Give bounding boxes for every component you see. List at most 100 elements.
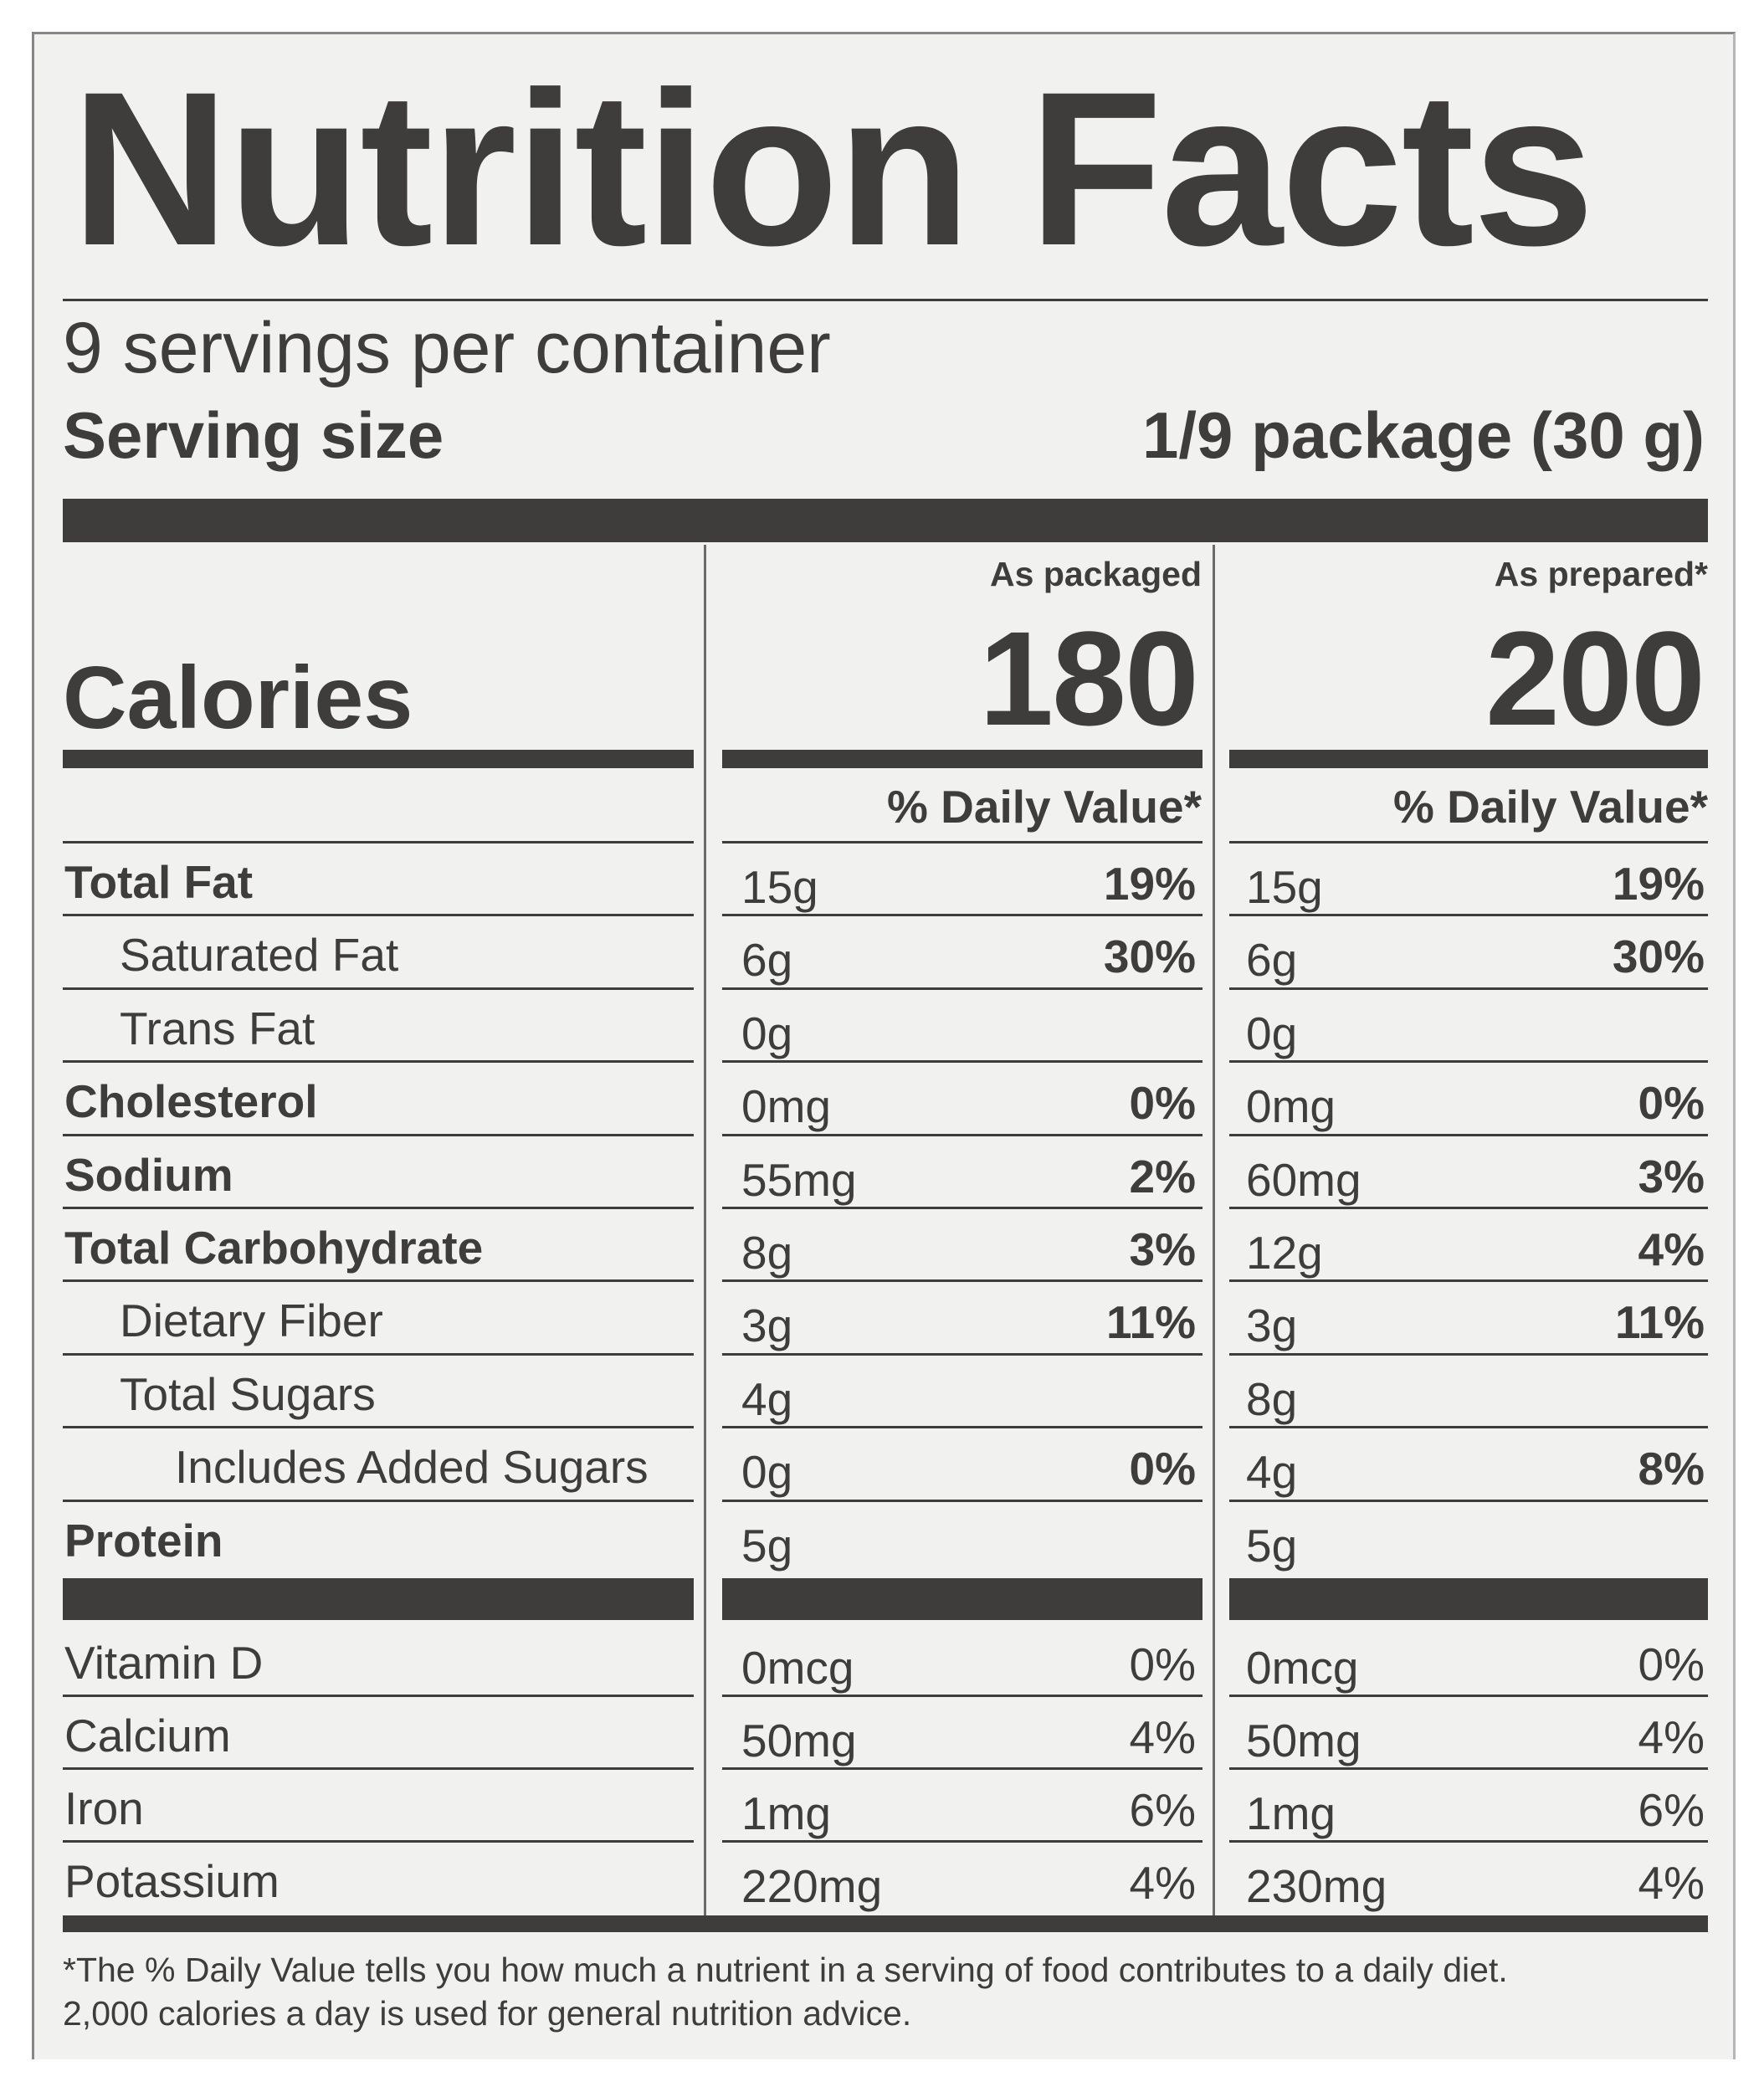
row-rule [1229,1352,1708,1356]
row-rule [63,1207,694,1209]
daily-value-packaged: 0% [1129,1638,1197,1690]
row-rule [722,1840,1202,1843]
amount-packaged: 8g [741,1227,793,1279]
daily-value-prepared: 30% [1612,931,1705,983]
row-rule [63,1060,694,1064]
daily-value-prepared: 6% [1638,1784,1705,1836]
daily-value-packaged: 0% [1129,1443,1197,1495]
row-rule [722,1060,1202,1064]
daily-value-prepared: 0% [1638,1077,1705,1130]
daily-value-packaged: 30% [1103,931,1196,983]
row-rule [722,841,1202,843]
amount-prepared: 15g [1246,861,1323,913]
daily-value-packaged: 4% [1129,1711,1197,1763]
row-rule [722,1767,1202,1770]
row-rule [1229,914,1708,917]
calories-bar-right [1229,750,1708,768]
nutrition-facts-label: Nutrition Facts 9 servings per container… [32,32,1736,2059]
row-rule [1229,1767,1708,1770]
column-divider-right [1213,545,1215,1917]
amount-prepared: 1mg [1246,1787,1336,1839]
amount-prepared: 0mg [1246,1080,1336,1133]
row-rule [63,1426,694,1429]
label-title: Nutrition Facts [71,46,1595,291]
nutrient-name: Iron [64,1782,144,1834]
calories-packaged-value: 180 [979,603,1199,753]
column-divider-left [704,545,706,1917]
amount-packaged: 15g [741,861,818,913]
as-packaged-header: As packaged [990,555,1202,593]
amount-prepared: 60mg [1246,1153,1361,1206]
nutrient-name: Protein [64,1514,223,1566]
title-divider [63,299,1708,301]
vitamin-separator-bar [1229,1578,1708,1620]
amount-prepared: 12g [1246,1227,1323,1279]
row-rule [722,1207,1202,1209]
serving-size-label: Serving size [63,398,444,472]
row-rule [722,1695,1202,1697]
row-rule [722,1133,1202,1136]
row-rule [1229,1279,1708,1283]
amount-packaged: 55mg [741,1153,857,1206]
row-rule [722,914,1202,917]
row-rule [1229,1133,1708,1136]
amount-packaged: 0mcg [741,1642,854,1694]
amount-packaged: 0g [741,1007,793,1059]
amount-packaged: 3g [741,1300,793,1352]
row-rule [63,914,694,917]
nutrient-name: Trans Fat [120,1002,315,1054]
nutrient-name: Calcium [64,1710,231,1761]
row-rule [63,1767,694,1770]
nutrient-name: Cholesterol [64,1075,318,1128]
row-rule [63,1840,694,1843]
amount-prepared: 0mcg [1246,1642,1359,1694]
row-rule [1229,841,1708,843]
amount-prepared: 0g [1246,1007,1298,1059]
daily-value-header-prepared: % Daily Value* [1392,781,1708,833]
amount-prepared: 3g [1246,1300,1298,1352]
daily-value-packaged: 6% [1129,1784,1197,1836]
nutrient-name: Potassium [64,1855,279,1907]
daily-value-packaged: 0% [1129,1077,1197,1130]
servings-per-container: 9 servings per container [63,308,831,388]
nutrient-name: Includes Added Sugars [175,1441,649,1494]
daily-value-prepared: 4% [1638,1223,1705,1275]
row-rule [1229,1060,1708,1064]
row-rule [63,1352,694,1356]
nutrient-name: Sodium [64,1148,233,1201]
row-rule [1229,1499,1708,1502]
row-rule [722,1279,1202,1283]
amount-packaged: 220mg [741,1860,883,1912]
daily-value-prepared: 11% [1614,1296,1705,1349]
serving-size-value: 1/9 package (30 g) [1142,398,1705,472]
daily-value-prepared: 4% [1638,1857,1705,1909]
amount-packaged: 50mg [741,1715,857,1766]
amount-packaged: 4g [741,1372,793,1425]
daily-value-prepared: 3% [1638,1150,1705,1202]
daily-value-prepared: 0% [1638,1638,1705,1690]
amount-prepared: 5g [1246,1519,1298,1572]
nutrient-name: Saturated Fat [120,929,399,982]
calories-prepared-value: 200 [1485,603,1705,753]
row-rule [1229,1695,1708,1697]
calories-bar-left [63,750,694,768]
as-prepared-header: As prepared* [1494,555,1708,593]
daily-value-packaged: 11% [1105,1296,1196,1349]
row-rule [1229,1207,1708,1209]
amount-prepared: 4g [1246,1446,1298,1499]
row-rule [722,1352,1202,1356]
amount-packaged: 0mg [741,1080,831,1133]
vitamin-separator-bar [722,1578,1202,1620]
amount-packaged: 6g [741,934,793,987]
nutrient-name: Dietary Fiber [120,1295,383,1347]
amount-packaged: 5g [741,1519,793,1572]
row-rule [1229,1840,1708,1843]
row-rule [63,1695,694,1697]
row-rule [1229,987,1708,990]
bottom-thick-divider [63,1915,1708,1932]
row-rule [63,1499,694,1502]
daily-value-prepared: 8% [1638,1443,1705,1495]
row-rule [63,841,694,843]
row-rule [63,1133,694,1136]
daily-value-header-packaged: % Daily Value* [886,781,1202,833]
